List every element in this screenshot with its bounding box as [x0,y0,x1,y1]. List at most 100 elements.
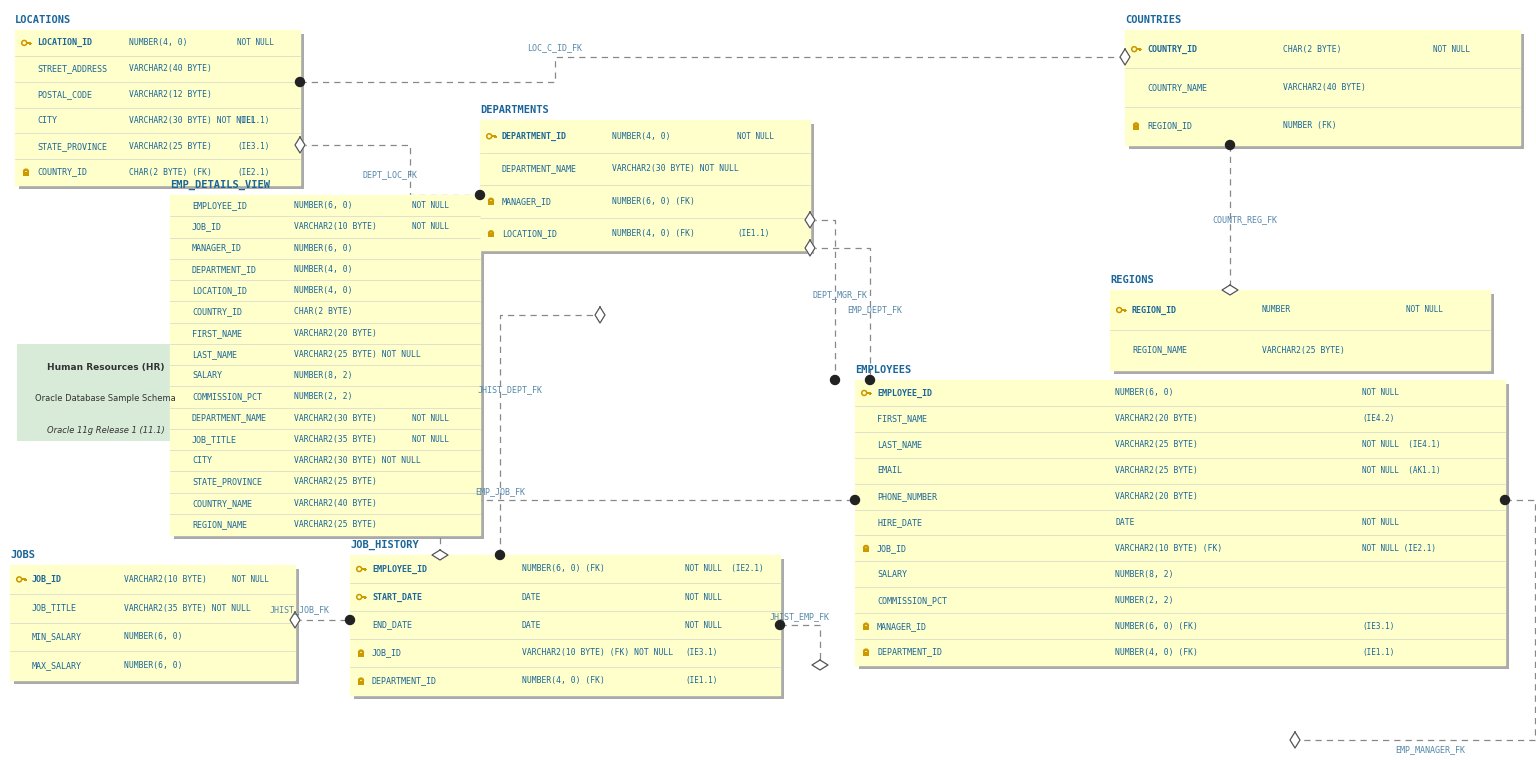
Text: NOT NULL  (IE2.1): NOT NULL (IE2.1) [685,565,763,574]
Bar [863,651,869,656]
Text: EMPLOYEES: EMPLOYEES [856,365,911,375]
Text: MANAGER_ID: MANAGER_ID [192,244,243,252]
Text: NOT NULL: NOT NULL [685,593,722,601]
Text: NOT NULL: NOT NULL [412,223,449,231]
Text: NUMBER(4, 0): NUMBER(4, 0) [293,265,352,274]
Bar [1135,48,1141,50]
Text: MANAGER_ID: MANAGER_ID [502,197,551,206]
Text: STATE_PROVINCE: STATE_PROVINCE [192,477,263,486]
Text: LOCATION_ID: LOCATION_ID [502,230,558,238]
Circle shape [295,78,304,87]
Bar [11,565,295,680]
Bar [490,135,496,138]
Text: VARCHAR2(30 BYTE) NOT NULL: VARCHAR2(30 BYTE) NOT NULL [293,456,421,465]
Text: LOCATION_ID: LOCATION_ID [37,38,92,47]
Text: NOT NULL: NOT NULL [685,620,722,629]
Text: VARCHAR2(25 BYTE): VARCHAR2(25 BYTE) [293,477,376,486]
Text: MAX_SALARY: MAX_SALARY [32,661,81,670]
Text: COMMISSION_PCT: COMMISSION_PCT [877,596,948,605]
Text: NOT NULL: NOT NULL [237,39,275,47]
Text: VARCHAR2(35 BYTE) NOT NULL: VARCHAR2(35 BYTE) NOT NULL [124,603,250,613]
Text: VARCHAR2(25 BYTE): VARCHAR2(25 BYTE) [1115,466,1198,475]
Text: REGIONS: REGIONS [1111,275,1154,285]
Text: REGION_NAME: REGION_NAME [1132,346,1187,354]
Text: VARCHAR2(40 BYTE): VARCHAR2(40 BYTE) [129,65,212,73]
Text: NUMBER(6, 0) (FK): NUMBER(6, 0) (FK) [1115,622,1198,631]
Polygon shape [295,137,306,153]
Text: NOT NULL: NOT NULL [412,435,449,444]
Text: (IE3.1): (IE3.1) [1362,622,1395,631]
Text: EMPLOYEE_ID: EMPLOYEE_ID [192,201,247,210]
Bar [1111,290,1490,370]
Polygon shape [1290,732,1299,748]
Bar [479,120,809,250]
Text: DEPT_LOC_FK: DEPT_LOC_FK [362,170,418,179]
Bar [14,569,300,684]
Text: NUMBER(8, 2): NUMBER(8, 2) [293,371,352,380]
Text: DEPARTMENT_ID: DEPARTMENT_ID [502,131,567,141]
Polygon shape [1223,285,1238,295]
Text: JOB_HISTORY: JOB_HISTORY [350,540,419,550]
Bar [358,653,364,657]
Bar [15,30,300,185]
Text: REGION_NAME: REGION_NAME [192,520,247,529]
Text: COUNTRIES: COUNTRIES [1124,15,1181,25]
Text: HIRE_DATE: HIRE_DATE [877,518,922,527]
Text: VARCHAR2(25 BYTE): VARCHAR2(25 BYTE) [129,142,212,150]
Circle shape [15,576,23,583]
Text: EMPLOYEE_ID: EMPLOYEE_ID [877,388,932,397]
Circle shape [487,135,492,138]
Text: NOT NULL: NOT NULL [412,201,449,210]
Text: (IE4.2): (IE4.2) [1362,414,1395,423]
Bar [20,578,26,581]
Text: NOT NULL: NOT NULL [1433,45,1470,54]
Bar [26,42,31,44]
Text: (IE2.1): (IE2.1) [237,168,270,176]
Text: JOB_TITLE: JOB_TITLE [32,603,77,613]
Bar [18,34,304,189]
Text: NUMBER (FK): NUMBER (FK) [1283,122,1336,130]
Text: LAST_NAME: LAST_NAME [877,440,922,449]
Text: NUMBER(4, 0) (FK): NUMBER(4, 0) (FK) [1115,648,1198,657]
Text: VARCHAR2(25 BYTE) NOT NULL: VARCHAR2(25 BYTE) NOT NULL [293,350,421,359]
Text: VARCHAR2(12 BYTE): VARCHAR2(12 BYTE) [129,90,212,99]
Text: JOB_ID: JOB_ID [877,544,906,553]
Text: VARCHAR2(30 BYTE) NOT NULL: VARCHAR2(30 BYTE) NOT NULL [129,116,257,125]
Text: START_DATE: START_DATE [372,593,422,602]
Text: MIN_SALARY: MIN_SALARY [32,632,81,641]
Text: NUMBER(6, 0): NUMBER(6, 0) [124,661,183,670]
Text: (IE1.1): (IE1.1) [737,230,770,238]
Text: NUMBER(2, 2): NUMBER(2, 2) [1115,596,1174,605]
Text: NUMBER: NUMBER [1263,306,1292,315]
Text: Oracle 11g Release 1 (11.1): Oracle 11g Release 1 (11.1) [46,426,164,435]
Text: COUNTRY_NAME: COUNTRY_NAME [192,499,252,508]
Circle shape [356,594,362,600]
Text: EMP_JOB_FK: EMP_JOB_FK [475,487,525,496]
Polygon shape [290,612,300,628]
Text: NOT NULL (IE2.1): NOT NULL (IE2.1) [1362,544,1436,553]
Text: VARCHAR2(35 BYTE): VARCHAR2(35 BYTE) [293,435,376,444]
Text: VARCHAR2(10 BYTE): VARCHAR2(10 BYTE) [124,575,207,584]
Bar [863,625,869,630]
Text: NUMBER(4, 0) (FK): NUMBER(4, 0) (FK) [611,230,694,238]
Text: VARCHAR2(20 BYTE): VARCHAR2(20 BYTE) [1115,492,1198,501]
Text: COUNTRY_ID: COUNTRY_ID [37,168,88,176]
Text: VARCHAR2(40 BYTE): VARCHAR2(40 BYTE) [293,499,376,508]
Text: COUNTR_REG_FK: COUNTR_REG_FK [1212,216,1278,224]
Circle shape [862,390,868,396]
Text: (IE1.1): (IE1.1) [1362,648,1395,657]
Text: NUMBER(6, 0): NUMBER(6, 0) [293,201,352,210]
Circle shape [1501,496,1510,505]
Text: LAST_NAME: LAST_NAME [192,350,237,359]
Text: VARCHAR2(10 BYTE) (FK): VARCHAR2(10 BYTE) (FK) [1115,544,1223,553]
Bar [23,172,29,176]
Bar [856,380,1505,665]
Bar [361,568,367,570]
Text: NUMBER(6, 0) (FK): NUMBER(6, 0) (FK) [611,197,694,206]
Text: COUNTRY_NAME: COUNTRY_NAME [1147,83,1207,92]
Text: VARCHAR2(10 BYTE): VARCHAR2(10 BYTE) [293,223,376,231]
Text: CITY: CITY [192,456,212,465]
Bar [1114,294,1495,374]
Text: REGION_ID: REGION_ID [1132,306,1177,315]
Circle shape [863,391,866,394]
